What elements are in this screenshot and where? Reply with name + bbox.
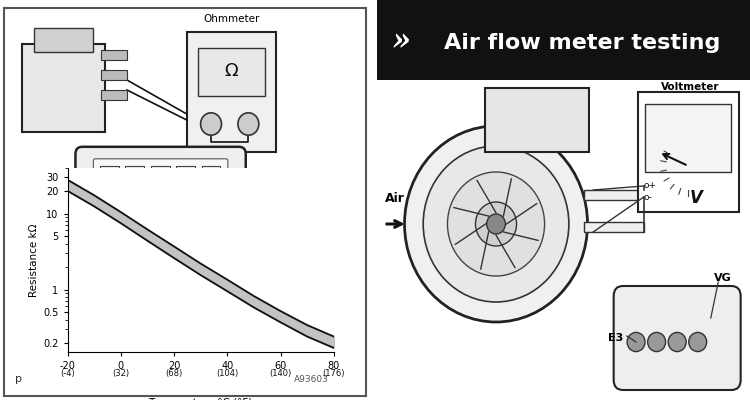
- Bar: [202, 166, 220, 204]
- Text: 3: 3: [157, 180, 164, 190]
- Text: A93603: A93603: [294, 375, 328, 384]
- Text: (-4): (-4): [60, 368, 75, 378]
- Text: Air: Air: [385, 192, 404, 204]
- Circle shape: [648, 332, 665, 352]
- Text: VG: VG: [713, 273, 731, 283]
- Bar: [176, 166, 195, 204]
- Bar: [198, 48, 266, 96]
- Text: Temperature °C (°F): Temperature °C (°F): [148, 398, 253, 400]
- Bar: [125, 166, 144, 204]
- Circle shape: [423, 146, 568, 302]
- Circle shape: [238, 113, 259, 135]
- FancyBboxPatch shape: [76, 147, 246, 219]
- Circle shape: [200, 113, 221, 135]
- Text: »: »: [392, 26, 410, 58]
- FancyBboxPatch shape: [93, 159, 228, 209]
- Bar: [100, 90, 127, 100]
- Text: (140): (140): [269, 368, 292, 378]
- Bar: [376, 0, 750, 80]
- Bar: [100, 50, 127, 60]
- Text: o-: o-: [644, 193, 652, 202]
- Circle shape: [476, 202, 517, 246]
- Circle shape: [404, 126, 587, 322]
- Text: o+: o+: [644, 182, 656, 190]
- Text: 4: 4: [131, 180, 139, 190]
- Text: (104): (104): [216, 368, 238, 378]
- Text: (68): (68): [165, 368, 183, 378]
- Text: p: p: [15, 374, 22, 384]
- Text: Voltmeter: Voltmeter: [661, 82, 719, 92]
- Bar: [100, 70, 127, 80]
- Text: Air flow meter testing: Air flow meter testing: [444, 33, 720, 53]
- Bar: [100, 166, 118, 204]
- Text: 5: 5: [106, 180, 113, 190]
- Bar: [22, 44, 104, 132]
- Circle shape: [688, 332, 706, 352]
- Bar: [584, 190, 644, 200]
- Text: (176): (176): [322, 368, 345, 378]
- Circle shape: [627, 332, 645, 352]
- Bar: [151, 166, 170, 204]
- FancyBboxPatch shape: [71, 171, 86, 198]
- Y-axis label: Resistance kΩ: Resistance kΩ: [29, 223, 39, 297]
- FancyBboxPatch shape: [614, 286, 741, 390]
- Text: Ohmmeter: Ohmmeter: [203, 14, 259, 24]
- Bar: [638, 92, 739, 212]
- FancyBboxPatch shape: [484, 88, 590, 152]
- Circle shape: [668, 332, 686, 352]
- Text: 1: 1: [208, 180, 214, 190]
- Bar: [187, 32, 277, 152]
- Circle shape: [487, 214, 506, 234]
- Text: 2: 2: [182, 180, 189, 190]
- Text: (32): (32): [112, 368, 129, 378]
- Bar: [34, 28, 93, 52]
- Text: V: V: [689, 189, 702, 207]
- Bar: [646, 104, 731, 172]
- Text: Ω: Ω: [225, 62, 238, 80]
- Text: E3: E3: [608, 333, 623, 343]
- Circle shape: [448, 172, 544, 276]
- Bar: [584, 222, 644, 232]
